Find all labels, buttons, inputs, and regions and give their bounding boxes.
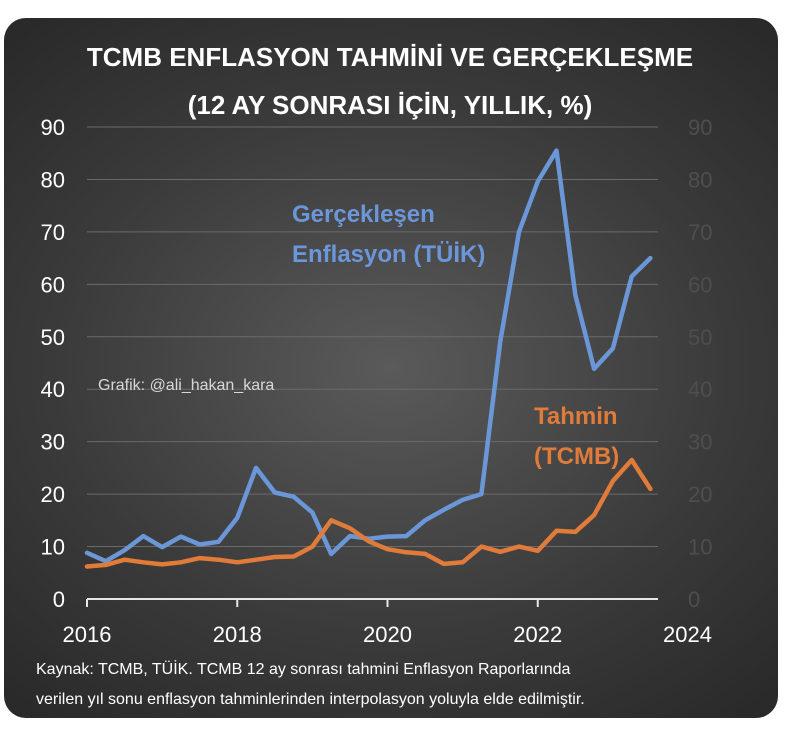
secondary-y-tick-label: 80 xyxy=(688,167,712,192)
secondary-y-tick-label: 60 xyxy=(688,272,712,297)
secondary-y-tick-label: 30 xyxy=(688,430,712,455)
series-group xyxy=(84,148,653,569)
y-tick-label: 10 xyxy=(41,535,65,560)
forecast-series-label-line1: Tahmin xyxy=(534,403,618,430)
secondary-y-tick-label: 0 xyxy=(688,587,700,612)
y-tick-label: 80 xyxy=(41,167,65,192)
y-tick-label: 90 xyxy=(41,115,65,140)
secondary-y-axis-ticks: 0 10 20 30 40 50 60 70 80 90 xyxy=(688,115,712,612)
chart-subtitle: (12 AY SONRASI İÇİN, YILLIK, %) xyxy=(188,90,593,120)
y-tick-label: 60 xyxy=(41,272,65,297)
y-tick-label: 30 xyxy=(41,430,65,455)
x-tick-label: 2018 xyxy=(213,622,262,647)
gridlines xyxy=(87,126,658,548)
x-tick-label: 2020 xyxy=(363,622,412,647)
actual-series-label-line2: Enflasyon (TÜİK) xyxy=(292,241,485,268)
chart-title: TCMB ENFLASYON TAHMİNİ VE GERÇEKLEŞME xyxy=(87,42,693,72)
chart-panel xyxy=(4,18,778,718)
source-note-line2: verilen yıl sonu enflasyon tahminlerinde… xyxy=(36,691,585,708)
series-line-forecast xyxy=(84,457,653,569)
y-tick-label: 20 xyxy=(41,482,65,507)
secondary-y-tick-label: 10 xyxy=(688,535,712,560)
secondary-y-tick-label: 40 xyxy=(688,377,712,402)
secondary-y-tick-label: 70 xyxy=(688,220,712,245)
y-axis-ticks: 0 10 20 30 40 50 60 70 80 90 xyxy=(41,115,65,612)
x-tick-label: 2016 xyxy=(63,622,112,647)
y-tick-label: 0 xyxy=(53,587,65,612)
x-axis-ticks: 2016 2018 2020 2022 2024 xyxy=(63,599,712,647)
x-tick-label: 2022 xyxy=(513,622,562,647)
source-note-line1: Kaynak: TCMB, TÜİK. TCMB 12 ay sonrası t… xyxy=(36,659,571,678)
y-tick-label: 70 xyxy=(41,220,65,245)
actual-series-label-line1: Gerçekleşen xyxy=(292,201,435,228)
secondary-y-tick-label: 90 xyxy=(688,115,712,140)
secondary-y-tick-label: 50 xyxy=(688,325,712,350)
y-tick-label: 50 xyxy=(41,325,65,350)
x-tick-label: 2024 xyxy=(663,622,712,647)
secondary-y-tick-label: 20 xyxy=(688,482,712,507)
forecast-series-label-line2: (TCMB) xyxy=(534,443,619,470)
y-tick-label: 40 xyxy=(41,377,65,402)
watermark: Grafik: @ali_hakan_kara xyxy=(98,377,274,394)
